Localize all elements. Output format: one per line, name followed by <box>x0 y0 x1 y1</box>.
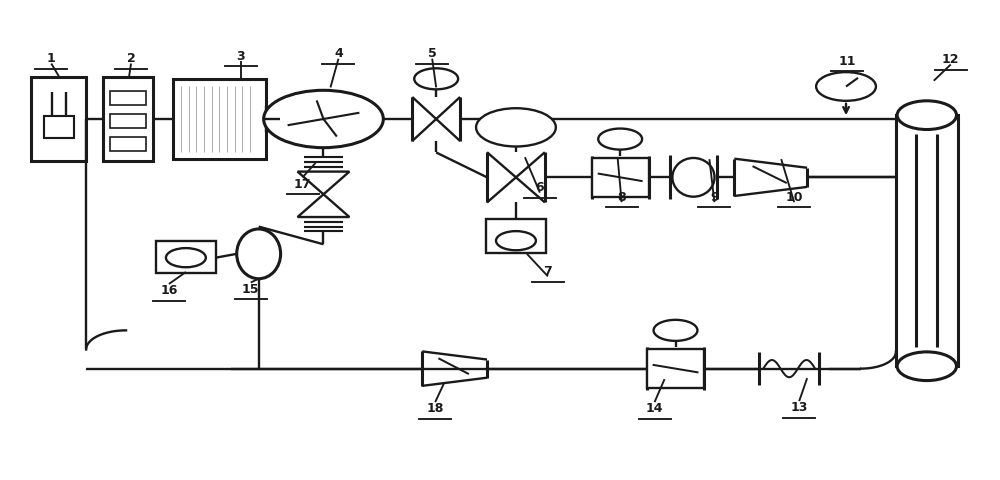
Text: 8: 8 <box>617 191 626 204</box>
Text: 16: 16 <box>160 284 178 297</box>
Bar <box>647 349 704 388</box>
Bar <box>110 115 146 129</box>
Text: 17: 17 <box>294 177 311 190</box>
Ellipse shape <box>237 229 281 279</box>
Text: 10: 10 <box>785 191 803 204</box>
Bar <box>44 117 74 139</box>
Polygon shape <box>298 172 349 195</box>
Circle shape <box>166 249 206 268</box>
Text: 13: 13 <box>790 400 808 413</box>
Text: 11: 11 <box>838 55 856 68</box>
Circle shape <box>414 69 458 90</box>
Bar <box>110 137 146 152</box>
Bar <box>110 92 146 106</box>
Circle shape <box>816 73 876 102</box>
Text: 3: 3 <box>236 50 245 63</box>
Bar <box>592 158 649 198</box>
Text: 1: 1 <box>47 52 56 65</box>
Text: 5: 5 <box>428 48 437 60</box>
Bar <box>173 80 266 160</box>
Text: 4: 4 <box>334 48 343 60</box>
Ellipse shape <box>672 159 715 197</box>
Bar <box>156 241 216 274</box>
Circle shape <box>598 129 642 150</box>
Text: 12: 12 <box>942 53 959 66</box>
Bar <box>103 78 153 161</box>
Circle shape <box>476 109 556 147</box>
Polygon shape <box>298 195 349 217</box>
Circle shape <box>264 91 383 148</box>
Text: 2: 2 <box>127 52 135 65</box>
Ellipse shape <box>897 102 956 130</box>
Text: 6: 6 <box>536 181 544 194</box>
Bar <box>896 116 958 366</box>
Bar <box>486 220 546 253</box>
Bar <box>266 108 280 132</box>
Text: 15: 15 <box>242 282 259 295</box>
Ellipse shape <box>897 352 956 381</box>
Text: 9: 9 <box>710 191 719 204</box>
Text: 7: 7 <box>543 264 552 277</box>
Text: 18: 18 <box>426 401 444 414</box>
Circle shape <box>496 232 536 251</box>
Bar <box>31 78 86 161</box>
Text: 14: 14 <box>646 401 663 414</box>
Circle shape <box>654 320 697 341</box>
